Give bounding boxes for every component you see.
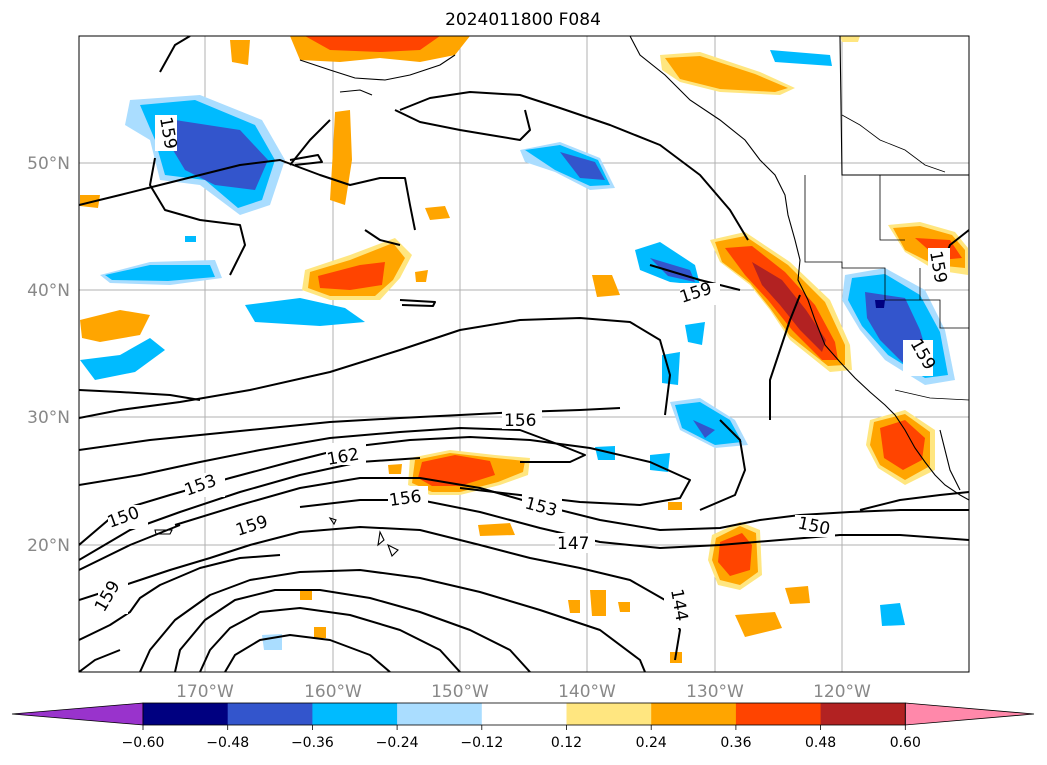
longitude-labels: 170°W 160°W 150°W 140°W 130°W 120°W: [176, 682, 871, 702]
lon-label-170w: 170°W: [176, 682, 234, 702]
colorbar-tick-label: −0.12: [460, 735, 503, 751]
contour-label: 147: [557, 534, 589, 554]
map-title: 2024011800 F084: [445, 10, 601, 30]
map-frame: [78, 35, 970, 673]
colorbar-segment: [312, 703, 398, 725]
colorbar-segment: [397, 703, 483, 725]
colorbar-tick-label: 0.36: [720, 735, 751, 751]
contour-label: 156: [388, 487, 423, 511]
colorbar-tick-label: −0.48: [206, 735, 249, 751]
colorbar-segment: [651, 703, 737, 725]
lon-label-120w: 120°W: [813, 682, 871, 702]
height-contours: [79, 36, 969, 672]
contour-labels: 159 159 159 159 159 156 162 153 150 156 …: [91, 115, 950, 628]
colorbar-segment: [566, 703, 652, 725]
islands: [154, 516, 399, 557]
colorbar-extend-high: [904, 702, 1035, 726]
colorbar-tick-label: 0.60: [890, 735, 921, 751]
contour-label: 162: [325, 445, 360, 470]
lat-label-40n: 40°N: [27, 281, 70, 301]
lat-label-30n: 30°N: [27, 408, 70, 428]
coastlines: [299, 36, 969, 501]
colorbar-tick-label: −0.24: [376, 735, 419, 751]
colorbar-segment: [820, 703, 906, 725]
lon-label-130w: 130°W: [686, 682, 744, 702]
colorbar: −0.60 −0.48 −0.36 −0.24 −0.12 0.12 0.24 0.36 0.4…: [11, 702, 1035, 751]
colorbar-outline: [142, 702, 906, 726]
lon-label-160w: 160°W: [304, 682, 362, 702]
colorbar-segment: [735, 703, 822, 725]
lat-label-50n: 50°N: [27, 154, 70, 174]
colorbar-extend-low: [11, 702, 144, 726]
lon-label-150w: 150°W: [431, 682, 489, 702]
colorbar-segment: [481, 703, 567, 725]
lat-label-20n: 20°N: [27, 536, 70, 556]
colorbar-segment: [227, 703, 313, 725]
colorbar-tick-label: 0.24: [636, 735, 667, 751]
negative-anomaly-shading: [80, 50, 955, 650]
colorbar-tick-label: 0.12: [551, 735, 582, 751]
colorbar-segment: [143, 703, 229, 725]
map-area: 159 159 159 159 159 156 162 153 150 156 …: [79, 36, 969, 672]
colorbar-tick-label: −0.60: [122, 735, 165, 751]
lon-label-140w: 140°W: [558, 682, 616, 702]
latitude-labels: 50°N 40°N 30°N 20°N: [27, 154, 70, 556]
contour-label: 156: [504, 411, 536, 431]
colorbar-tick-label: −0.36: [291, 735, 334, 751]
colorbar-tick-label: 0.48: [805, 735, 836, 751]
